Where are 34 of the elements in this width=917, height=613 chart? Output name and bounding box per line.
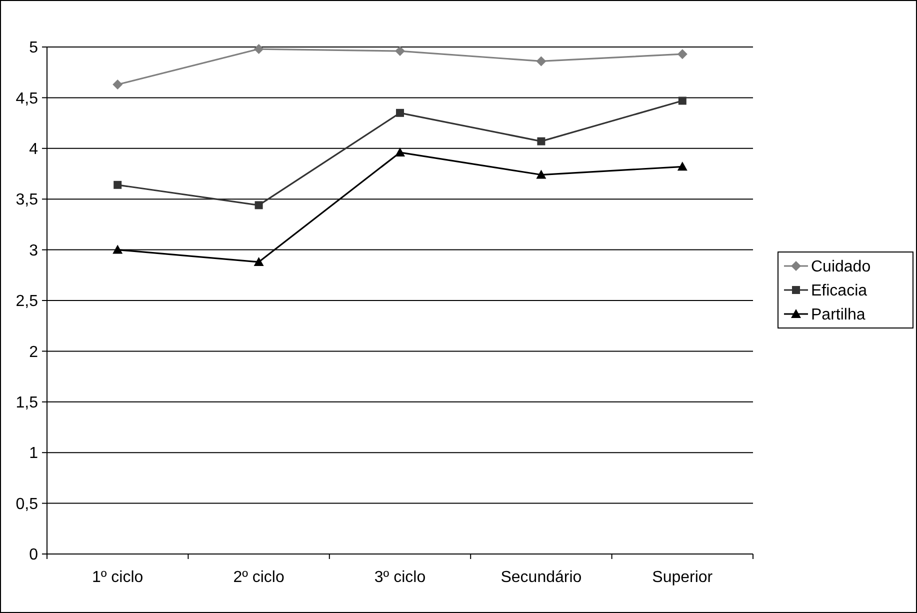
point (395, 46, 405, 56)
point (395, 147, 405, 156)
y-tick-label: 3 (29, 242, 38, 260)
y-tick-label: 3,5 (16, 192, 38, 209)
point (254, 256, 264, 266)
point (536, 170, 546, 179)
y-tick-label: 0,5 (16, 496, 38, 513)
legend-label: Eficacia (811, 282, 868, 300)
y-tick-label: 1 (29, 445, 38, 462)
legend-label: Cuidado (811, 258, 871, 276)
x-tick-label: 1º ciclo (92, 569, 144, 586)
y-tick-label: 4 (29, 141, 38, 158)
point (112, 244, 123, 254)
x-tick-label: 2º ciclo (233, 569, 284, 586)
point (396, 108, 404, 117)
point (678, 96, 686, 105)
y-tick-label: 2,5 (16, 293, 38, 310)
legend-label: Partilha (811, 306, 866, 324)
point (677, 49, 688, 60)
point (112, 80, 123, 90)
point (677, 162, 688, 171)
y-tick-label: 2 (29, 344, 38, 361)
point (537, 137, 546, 146)
point (114, 180, 122, 189)
x-tick-label: 3º ciclo (374, 569, 426, 586)
y-tick-label: 1,5 (16, 394, 38, 412)
x-tick-label: Superior (652, 569, 714, 586)
y-tick-label: 4,5 (16, 90, 38, 108)
y-tick-label: 5 (29, 40, 38, 57)
point (254, 201, 263, 210)
x-tick-label: Secundário (500, 569, 582, 586)
point (536, 56, 546, 66)
y-tick-label: 0 (29, 546, 38, 564)
point (254, 44, 264, 54)
